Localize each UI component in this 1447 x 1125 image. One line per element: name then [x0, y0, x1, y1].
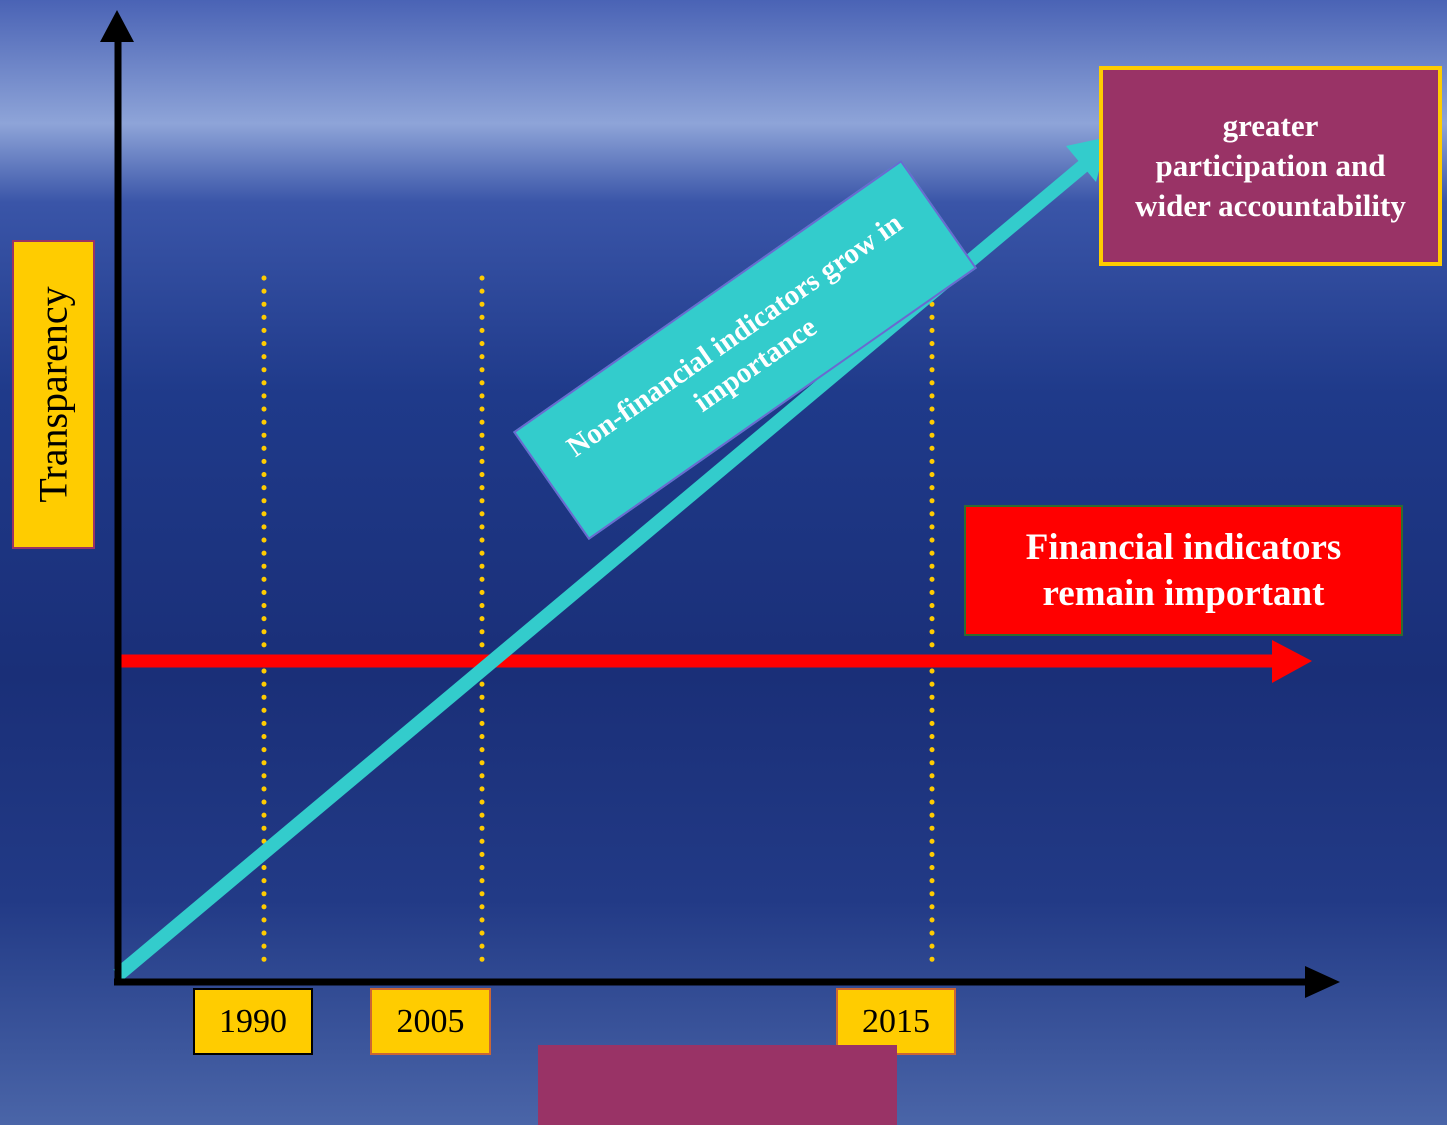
y-axis-arrowhead — [100, 10, 134, 42]
year-label: 1990 — [219, 1003, 287, 1041]
financial-text: Financial indicators remain important — [982, 525, 1385, 617]
year-label: 2005 — [397, 1003, 465, 1041]
outcome-box: greater participation and wider accounta… — [1099, 66, 1442, 266]
year-box: 1990 — [193, 988, 313, 1055]
financial-arrowhead — [1272, 640, 1312, 683]
financial-box: Financial indicators remain important — [964, 505, 1403, 636]
y-axis-label: Transparency — [30, 286, 77, 502]
year-box: 2005 — [370, 988, 491, 1055]
blank-footer-box — [538, 1045, 897, 1125]
outcome-text: greater participation and wider accounta… — [1135, 106, 1406, 226]
x-axis-arrowhead — [1305, 966, 1340, 998]
year-label: 2015 — [862, 1003, 930, 1041]
slide: Transparency 1990 2005 2015 greater part… — [0, 0, 1447, 1125]
y-axis-label-box: Transparency — [12, 240, 95, 549]
